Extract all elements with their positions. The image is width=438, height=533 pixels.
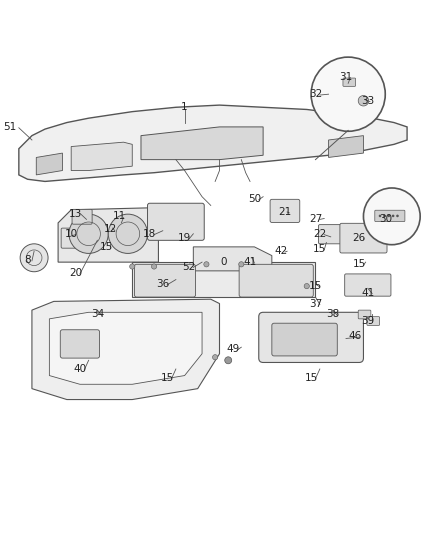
- FancyBboxPatch shape: [357, 310, 370, 319]
- Text: 49: 49: [226, 344, 239, 354]
- Text: 18: 18: [143, 229, 156, 239]
- Text: 41: 41: [243, 257, 256, 267]
- Text: 12: 12: [103, 224, 117, 235]
- Circle shape: [304, 284, 309, 289]
- Text: 33: 33: [360, 96, 374, 106]
- Text: 0: 0: [220, 257, 226, 267]
- FancyBboxPatch shape: [318, 224, 342, 244]
- Circle shape: [387, 215, 389, 217]
- Polygon shape: [328, 135, 363, 157]
- Text: 41: 41: [360, 288, 374, 297]
- Circle shape: [108, 214, 147, 253]
- Text: 20: 20: [69, 268, 82, 278]
- Polygon shape: [193, 247, 271, 271]
- Circle shape: [378, 215, 381, 217]
- Text: 37: 37: [308, 298, 321, 309]
- FancyBboxPatch shape: [61, 228, 79, 248]
- Text: 34: 34: [91, 310, 104, 319]
- Text: 15: 15: [352, 260, 365, 269]
- Text: 10: 10: [64, 229, 78, 239]
- Circle shape: [212, 354, 217, 360]
- FancyBboxPatch shape: [342, 78, 355, 86]
- Text: 13: 13: [69, 209, 82, 219]
- Polygon shape: [132, 262, 315, 297]
- Text: 15: 15: [160, 373, 173, 383]
- Circle shape: [311, 57, 385, 131]
- Polygon shape: [58, 208, 158, 262]
- Text: 39: 39: [360, 316, 374, 326]
- Text: 27: 27: [308, 214, 321, 223]
- Polygon shape: [36, 153, 62, 175]
- Text: 31: 31: [339, 72, 352, 82]
- Circle shape: [20, 244, 48, 272]
- FancyBboxPatch shape: [258, 312, 363, 362]
- Text: 42: 42: [273, 246, 286, 256]
- Text: 1: 1: [181, 102, 187, 112]
- Text: 11: 11: [112, 211, 126, 221]
- Text: 8: 8: [24, 255, 31, 265]
- FancyBboxPatch shape: [339, 223, 386, 253]
- Circle shape: [224, 357, 231, 364]
- Circle shape: [203, 262, 208, 267]
- Circle shape: [151, 264, 156, 269]
- Circle shape: [69, 214, 108, 253]
- Circle shape: [238, 262, 244, 267]
- FancyBboxPatch shape: [374, 210, 404, 222]
- Circle shape: [395, 215, 398, 217]
- FancyBboxPatch shape: [134, 264, 195, 297]
- Polygon shape: [49, 312, 201, 384]
- Text: 15: 15: [99, 242, 113, 252]
- Text: 38: 38: [325, 310, 339, 319]
- Polygon shape: [32, 299, 219, 400]
- Circle shape: [363, 188, 419, 245]
- Text: 15: 15: [308, 281, 321, 291]
- Text: 32: 32: [308, 89, 321, 99]
- Polygon shape: [71, 142, 132, 171]
- FancyBboxPatch shape: [271, 323, 336, 356]
- Text: 15: 15: [304, 373, 317, 383]
- Circle shape: [391, 215, 393, 217]
- FancyBboxPatch shape: [344, 274, 390, 296]
- Text: 51: 51: [4, 122, 17, 132]
- FancyBboxPatch shape: [269, 199, 299, 222]
- FancyBboxPatch shape: [72, 209, 92, 224]
- Text: 46: 46: [347, 332, 360, 341]
- FancyBboxPatch shape: [60, 330, 99, 358]
- Text: 36: 36: [156, 279, 169, 289]
- Polygon shape: [19, 105, 406, 181]
- Text: 50: 50: [247, 194, 260, 204]
- FancyBboxPatch shape: [239, 264, 313, 297]
- Text: 22: 22: [312, 229, 326, 239]
- Text: 19: 19: [177, 233, 191, 243]
- Text: 21: 21: [278, 207, 291, 217]
- Text: 26: 26: [352, 233, 365, 243]
- Text: 30: 30: [378, 214, 391, 223]
- Text: 40: 40: [73, 364, 86, 374]
- Text: 15: 15: [312, 244, 326, 254]
- Text: 52: 52: [182, 262, 195, 271]
- FancyBboxPatch shape: [147, 203, 204, 240]
- Polygon shape: [141, 127, 262, 159]
- Circle shape: [357, 95, 368, 106]
- Circle shape: [382, 215, 385, 217]
- Circle shape: [129, 264, 134, 269]
- FancyBboxPatch shape: [366, 317, 379, 325]
